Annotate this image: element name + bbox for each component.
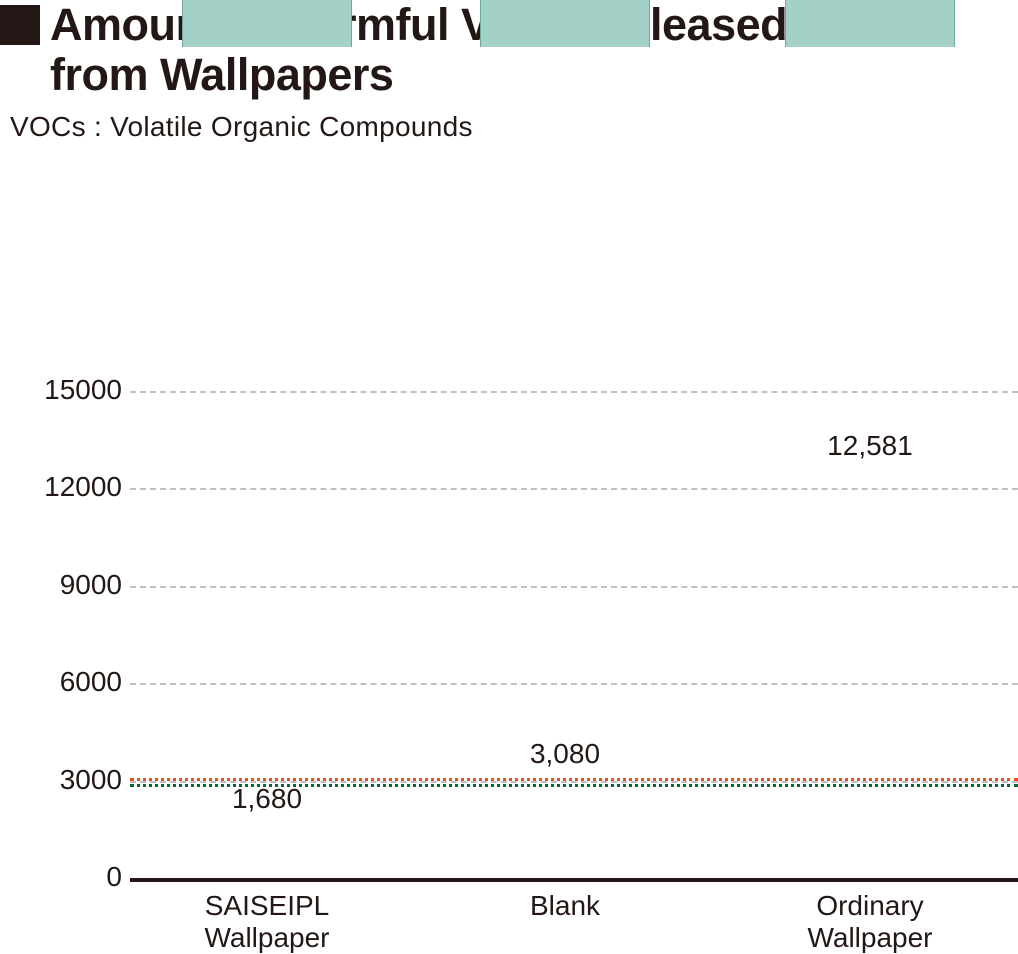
x-axis-category-label: OrdinaryWallpaper	[750, 890, 990, 954]
y-axis-tick-label: 9000	[12, 569, 122, 601]
gridline	[130, 391, 1018, 393]
gridline	[130, 488, 1018, 490]
x-axis-category-label: Blank	[445, 890, 685, 922]
gridline	[130, 586, 1018, 588]
bar	[785, 0, 955, 47]
y-axis-tick-label: 12000	[12, 471, 122, 503]
gridline	[130, 781, 1018, 783]
chart-title-line1: Amount of Harmful VOCs Released	[50, 0, 787, 50]
bar-value-label: 12,581	[770, 430, 970, 462]
chart-title: Amount of Harmful VOCs Released from Wal…	[50, 0, 787, 99]
bar-value-label: 1,680	[167, 783, 367, 815]
x-axis-baseline	[130, 878, 1018, 882]
title-bullet-icon	[0, 5, 40, 45]
bar	[182, 0, 352, 47]
chart-title-line2: from Wallpapers	[50, 49, 393, 100]
y-axis-tick-label: 3000	[12, 764, 122, 796]
y-axis-tick-label: 15000	[12, 374, 122, 406]
bar	[480, 0, 650, 47]
reference-line-top	[130, 778, 1018, 781]
bar-value-label: 3,080	[465, 738, 665, 770]
x-axis-category-label: SAISEIPLWallpaper	[147, 890, 387, 954]
gridline	[130, 683, 1018, 685]
y-axis-tick-label: 0	[12, 861, 122, 893]
chart-subtitle: VOCs : Volatile Organic Compounds	[10, 111, 1018, 143]
y-axis-tick-label: 6000	[12, 666, 122, 698]
